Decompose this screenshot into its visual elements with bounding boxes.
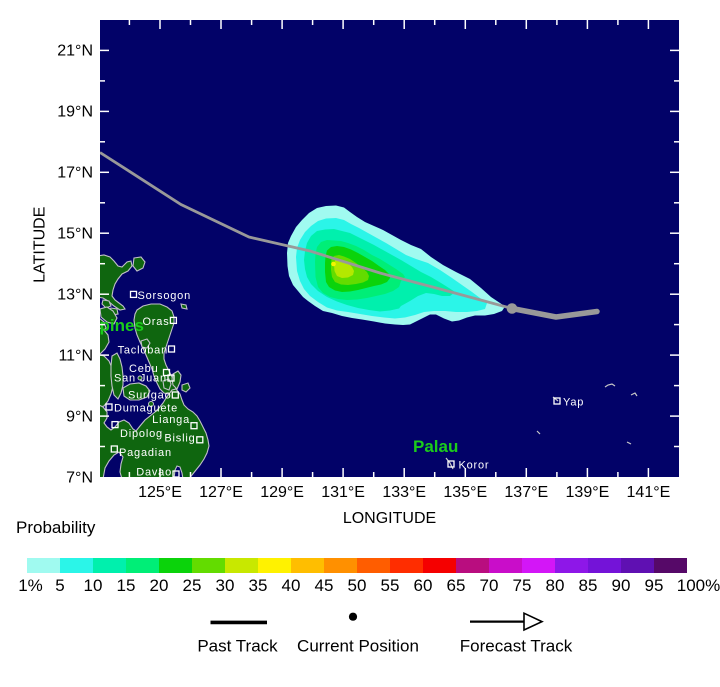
svg-text:141°E: 141°E — [627, 484, 671, 501]
svg-text:9°N: 9°N — [66, 408, 93, 425]
svg-text:5: 5 — [55, 576, 64, 595]
svg-text:21°N: 21°N — [57, 43, 93, 60]
svg-text:1%: 1% — [18, 576, 43, 595]
svg-text:Oras: Oras — [142, 316, 169, 328]
svg-text:139°E: 139°E — [566, 484, 610, 501]
svg-text:85: 85 — [579, 576, 598, 595]
svg-text:LONGITUDE: LONGITUDE — [343, 510, 436, 527]
svg-text:Cebu: Cebu — [129, 363, 159, 375]
svg-text:Lianga: Lianga — [152, 414, 190, 426]
svg-text:35: 35 — [249, 576, 268, 595]
svg-text:7°N: 7°N — [66, 469, 93, 486]
svg-text:125°E: 125°E — [138, 484, 182, 501]
svg-text:19°N: 19°N — [57, 104, 93, 121]
svg-text:13°N: 13°N — [57, 287, 93, 304]
svg-text:Bislig: Bislig — [164, 433, 195, 445]
svg-text:15°N: 15°N — [57, 226, 93, 243]
svg-text:Tacloban: Tacloban — [118, 344, 168, 356]
svg-text:15: 15 — [117, 576, 136, 595]
svg-text:135°E: 135°E — [443, 484, 487, 501]
svg-text:Davao: Davao — [136, 467, 172, 479]
svg-text:San Juan: San Juan — [114, 373, 167, 385]
svg-text:95: 95 — [645, 576, 664, 595]
svg-text:LATITUDE: LATITUDE — [32, 207, 49, 283]
svg-text:137°E: 137°E — [504, 484, 548, 501]
svg-text:11°N: 11°N — [58, 347, 93, 364]
svg-text:20: 20 — [150, 576, 169, 595]
svg-text:Palau: Palau — [413, 437, 458, 456]
svg-text:30: 30 — [216, 576, 235, 595]
svg-text:Probability: Probability — [16, 518, 96, 537]
svg-text:100%: 100% — [677, 576, 720, 595]
svg-text:127°E: 127°E — [199, 484, 243, 501]
svg-text:Surigao: Surigao — [128, 390, 172, 402]
svg-text:pines: pines — [100, 316, 144, 335]
svg-text:129°E: 129°E — [260, 484, 304, 501]
svg-text:133°E: 133°E — [382, 484, 426, 501]
svg-text:55: 55 — [381, 576, 400, 595]
svg-text:Sorsogon: Sorsogon — [138, 290, 192, 302]
svg-text:Current Position: Current Position — [297, 637, 419, 656]
svg-text:50: 50 — [348, 576, 367, 595]
svg-text:25: 25 — [183, 576, 202, 595]
svg-text:Past Track: Past Track — [197, 637, 278, 656]
svg-text:65: 65 — [447, 576, 466, 595]
svg-text:75: 75 — [513, 576, 532, 595]
svg-text:Dumaguete: Dumaguete — [114, 403, 178, 415]
svg-text:Pagadian: Pagadian — [119, 447, 172, 459]
svg-text:60: 60 — [414, 576, 433, 595]
svg-text:Dipolog: Dipolog — [120, 428, 163, 440]
svg-text:80: 80 — [546, 576, 565, 595]
svg-text:70: 70 — [480, 576, 499, 595]
svg-text:45: 45 — [315, 576, 334, 595]
svg-text:90: 90 — [612, 576, 631, 595]
svg-text:40: 40 — [282, 576, 301, 595]
svg-text:10: 10 — [84, 576, 103, 595]
svg-text:Forecast Track: Forecast Track — [460, 637, 573, 656]
svg-text:Yap: Yap — [563, 397, 584, 409]
svg-text:17°N: 17°N — [57, 165, 93, 182]
svg-text:Koror: Koror — [459, 460, 490, 472]
svg-text:131°E: 131°E — [321, 484, 365, 501]
